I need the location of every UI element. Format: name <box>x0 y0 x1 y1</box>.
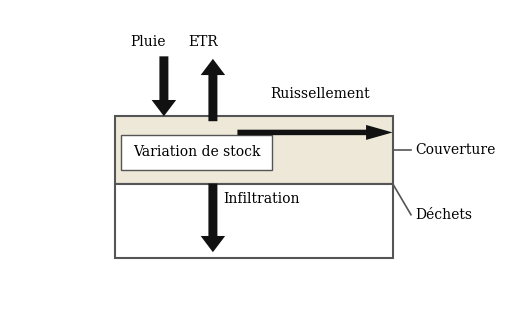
Bar <box>115 116 393 184</box>
Text: Infiltration: Infiltration <box>223 192 300 206</box>
FancyArrow shape <box>152 56 176 116</box>
Text: Déchets: Déchets <box>415 208 472 222</box>
FancyArrow shape <box>237 125 393 140</box>
Text: Pluie: Pluie <box>130 35 165 49</box>
FancyArrow shape <box>201 59 225 121</box>
Bar <box>121 135 272 170</box>
Text: Variation de stock: Variation de stock <box>133 145 260 159</box>
Bar <box>115 184 393 259</box>
Text: Ruissellement: Ruissellement <box>270 87 370 101</box>
Text: ETR: ETR <box>188 35 218 49</box>
FancyArrow shape <box>201 184 225 252</box>
Text: Couverture: Couverture <box>415 143 495 157</box>
